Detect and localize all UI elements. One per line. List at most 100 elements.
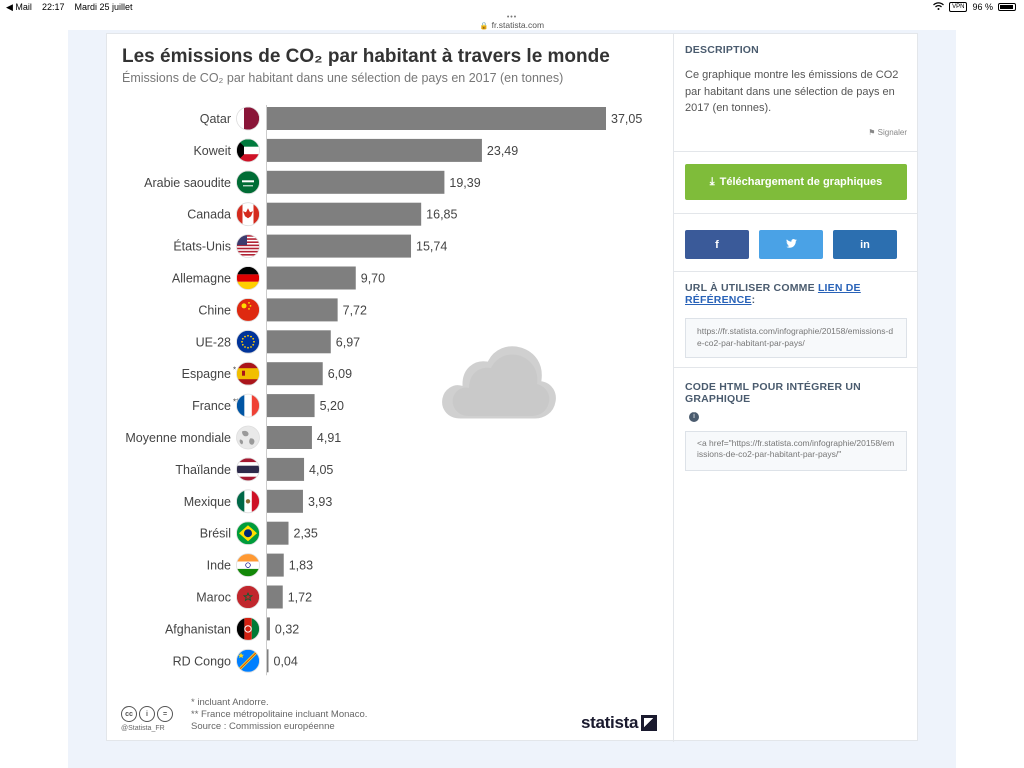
bar-canada: [267, 202, 422, 226]
clock: 22:17: [41, 2, 65, 12]
category-label: Brésil: [200, 527, 231, 541]
value-label: 1,83: [289, 559, 313, 573]
twitter-icon: [785, 238, 797, 251]
value-label: 9,70: [361, 272, 385, 286]
facebook-icon: f: [715, 238, 719, 251]
url-domain: fr.statista.com: [491, 20, 545, 30]
bar-espagne: [267, 362, 323, 386]
bar-moyenne-mondiale: [267, 426, 312, 449]
linkedin-share-button[interactable]: in: [833, 230, 897, 259]
report-link[interactable]: ⚑ Signaler: [868, 128, 907, 137]
flag-spain-icon: [236, 361, 260, 386]
wifi-icon: [933, 2, 945, 12]
category-label: Mexique: [184, 495, 231, 509]
reference-url-heading-text: URL À UTILISER COMME: [685, 282, 818, 294]
category-label: Moyenne mondiale: [125, 431, 231, 445]
bar-maroc: [267, 585, 283, 609]
share-section: f in: [674, 214, 918, 272]
flag-mexico-icon: [236, 489, 260, 514]
flag-eu-icon: [236, 329, 260, 354]
statista-wordmark: statista: [581, 713, 639, 732]
footnote-france: ** France métropolitaine incluant Monaco…: [191, 709, 368, 720]
value-label: 4,05: [309, 463, 333, 477]
battery-icon: [998, 3, 1016, 11]
bar-afghanistan: [267, 617, 270, 641]
cloud-icon: [439, 343, 559, 422]
flag-qatar-icon: [236, 106, 260, 131]
download-charts-button[interactable]: ⤓ Téléchargement de graphiques: [685, 164, 907, 200]
reference-url-field[interactable]: https://fr.statista.com/infographie/2015…: [685, 318, 907, 358]
value-label: 16,85: [426, 208, 457, 222]
reference-url-section: URL À UTILISER COMME LIEN DE RÉFÉRENCE: …: [674, 272, 918, 368]
category-label: Espagne: [182, 367, 231, 381]
statista-handle: @Statista_FR: [121, 725, 165, 732]
category-label: Canada: [187, 208, 231, 222]
no-derivatives-icon: =: [157, 706, 173, 722]
reference-link[interactable]: LIEN DE RÉFÉRENCE: [685, 282, 861, 306]
more-dots-icon[interactable]: •••: [506, 14, 518, 21]
flag-usa-icon: [236, 234, 260, 259]
bar-inde: [267, 553, 284, 577]
source-note: Source : Commission européenne: [191, 721, 335, 732]
flag-india-icon: [236, 553, 260, 577]
flag-icon: ⚑: [868, 128, 878, 137]
value-label: 0,04: [274, 654, 298, 668]
value-label: 4,91: [317, 431, 341, 445]
category-label: Qatar: [200, 112, 231, 126]
bar-chart: Qatar 37,05 Koweit 23,49 Arabie saoudite 19,3…: [125, 105, 642, 676]
category-label: Maroc: [196, 591, 231, 605]
category-footnote-mark: **: [233, 398, 239, 407]
flag-kuwait-icon: [236, 138, 260, 163]
flag-morocco-icon: [236, 585, 260, 609]
flag-china-icon: [236, 297, 260, 322]
chart-subtitle: Émissions de CO₂ par habitant dans une s…: [122, 71, 564, 85]
bar-france: [267, 394, 315, 418]
value-label: 5,20: [320, 399, 344, 413]
chart-panel: Les émissions de CO₂ par habitant à trav…: [107, 34, 674, 742]
bar--tats-unis: [267, 234, 412, 258]
bar-qatar: [267, 107, 606, 130]
download-label: Téléchargement de graphiques: [719, 176, 883, 188]
facebook-share-button[interactable]: f: [685, 230, 749, 259]
value-label: 37,05: [611, 112, 642, 126]
info-icon[interactable]: i: [689, 412, 699, 422]
twitter-share-button[interactable]: [759, 230, 823, 259]
back-to-mail-link[interactable]: ◀ Mail: [6, 2, 32, 12]
bar-arabie-saoudite: [267, 170, 445, 194]
creative-commons-icon: cc: [121, 706, 137, 722]
value-label: 19,39: [449, 176, 480, 190]
statista-logo[interactable]: statista: [581, 713, 658, 733]
category-label: Koweit: [193, 144, 231, 158]
category-label: UE-28: [196, 335, 231, 349]
url-bar[interactable]: ••• 🔒 fr.statista.com: [0, 14, 1024, 30]
flag-thailand-icon: [236, 457, 260, 482]
vpn-badge: VPN: [949, 2, 968, 12]
description-text: Ce graphique montre les émissions de CO2…: [685, 69, 899, 114]
cc-license: cc i = @Statista_FR: [121, 706, 173, 732]
bar-chine: [267, 298, 338, 322]
category-footnote-mark: *: [233, 366, 236, 375]
sidebar: DESCRIPTION Ce graphique montre les émis…: [674, 34, 918, 742]
value-label: 3,93: [308, 495, 332, 509]
statista-mark-icon: [641, 715, 658, 731]
value-label: 0,32: [275, 622, 299, 636]
flag-canada-icon: [236, 202, 260, 227]
chart-title: Les émissions de CO₂ par habitant à trav…: [122, 46, 610, 67]
bar-rd-congo: [267, 649, 269, 673]
category-label: Allemagne: [172, 272, 231, 286]
value-label: 7,72: [343, 303, 367, 317]
embed-section: CODE HTML POUR INTÉGRER UN GRAPHIQUE i <…: [674, 368, 918, 471]
category-label: France: [192, 399, 231, 413]
embed-code-field[interactable]: <a href="https://fr.statista.com/infogra…: [685, 431, 907, 471]
flag-afghanistan-icon: [236, 617, 260, 641]
value-label: 6,09: [328, 367, 352, 381]
category-label: Inde: [207, 559, 231, 573]
footnotes: * incluant Andorre. ** France métropolit…: [191, 697, 367, 733]
bar-koweit: [267, 138, 482, 162]
status-bar: ◀ Mail 22:17 Mardi 25 juillet VPN 96 %: [0, 0, 1024, 14]
category-label: RD Congo: [173, 654, 231, 668]
category-label: Arabie saoudite: [144, 176, 231, 190]
flag-saudi-arabia-icon: [236, 170, 260, 195]
date: Mardi 25 juillet: [74, 2, 133, 12]
flag-france-icon: [236, 393, 260, 418]
